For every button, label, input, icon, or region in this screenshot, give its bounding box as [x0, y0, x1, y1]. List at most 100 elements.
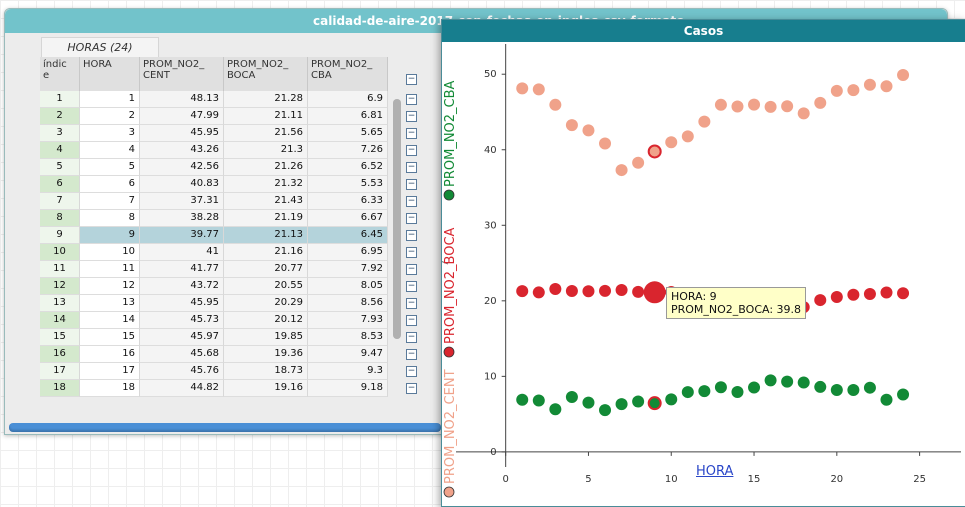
cell-prom-no2-boca[interactable]: 21.19: [224, 210, 308, 227]
point-prom-no2-cba[interactable]: [516, 393, 529, 406]
cell-prom-no2-boca[interactable]: 20.55: [224, 278, 308, 295]
cell-prom-no2-cent[interactable]: 43.72: [140, 278, 224, 295]
point-prom-no2-cba[interactable]: [797, 376, 810, 389]
point-prom-no2-cba[interactable]: [847, 383, 860, 396]
row-collapse-icon[interactable]: −: [406, 383, 417, 394]
cell-hora[interactable]: 7: [80, 193, 140, 210]
row-collapse-icon[interactable]: −: [406, 162, 417, 173]
row-collapse-icon[interactable]: −: [406, 247, 417, 258]
cell-index[interactable]: 2: [40, 108, 80, 125]
point-prom-no2-cba[interactable]: [814, 380, 827, 393]
cell-hora[interactable]: 4: [80, 142, 140, 159]
point-prom-no2-boca[interactable]: [549, 283, 562, 296]
row-collapse-icon[interactable]: −: [406, 94, 417, 105]
cell-hora[interactable]: 11: [80, 261, 140, 278]
collection-tab[interactable]: HORAS (24): [41, 37, 159, 58]
cell-prom-no2-boca[interactable]: 21.13: [224, 227, 308, 244]
point-prom-no2-cba[interactable]: [665, 393, 678, 406]
cell-prom-no2-cent[interactable]: 45.68: [140, 346, 224, 363]
cell-index[interactable]: 5: [40, 159, 80, 176]
point-prom-no2-cba[interactable]: [748, 381, 761, 394]
table-row[interactable]: 5 5 42.56 21.26 6.52: [40, 159, 388, 176]
row-collapse-icon[interactable]: −: [406, 230, 417, 241]
cell-prom-no2-cent[interactable]: 48.13: [140, 91, 224, 108]
cell-prom-no2-cba[interactable]: 6.95: [308, 244, 388, 261]
point-prom-no2-boca[interactable]: [565, 285, 578, 298]
table-row[interactable]: 1 1 48.13 21.28 6.9: [40, 91, 388, 108]
cell-prom-no2-cba[interactable]: 6.52: [308, 159, 388, 176]
cell-index[interactable]: 9: [40, 227, 80, 244]
point-prom-no2-cent[interactable]: [615, 164, 628, 177]
point-prom-no2-cent[interactable]: [814, 96, 827, 109]
cell-prom-no2-cba[interactable]: 7.92: [308, 261, 388, 278]
cell-hora[interactable]: 8: [80, 210, 140, 227]
cell-prom-no2-cent[interactable]: 45.76: [140, 363, 224, 380]
point-prom-no2-cent[interactable]: [830, 84, 843, 97]
cell-prom-no2-cent[interactable]: 45.97: [140, 329, 224, 346]
point-prom-no2-boca[interactable]: [863, 288, 876, 301]
cell-prom-no2-boca[interactable]: 21.32: [224, 176, 308, 193]
cell-prom-no2-boca[interactable]: 21.28: [224, 91, 308, 108]
table-row[interactable]: 6 6 40.83 21.32 5.53: [40, 176, 388, 193]
cell-prom-no2-cba[interactable]: 8.53: [308, 329, 388, 346]
table-row[interactable]: 8 8 38.28 21.19 6.67: [40, 210, 388, 227]
cell-prom-no2-boca[interactable]: 19.36: [224, 346, 308, 363]
point-prom-no2-cent[interactable]: [549, 98, 562, 111]
cell-hora[interactable]: 5: [80, 159, 140, 176]
point-prom-no2-cent[interactable]: [698, 115, 711, 128]
cell-index[interactable]: 6: [40, 176, 80, 193]
row-collapse-icon[interactable]: −: [406, 315, 417, 326]
point-prom-no2-boca[interactable]: [643, 281, 666, 304]
row-collapse-icon[interactable]: −: [406, 264, 417, 275]
cell-prom-no2-cent[interactable]: 41: [140, 244, 224, 261]
cell-prom-no2-boca[interactable]: 20.29: [224, 295, 308, 312]
point-prom-no2-cba[interactable]: [698, 385, 711, 398]
point-prom-no2-cba[interactable]: [714, 381, 727, 394]
point-prom-no2-cent[interactable]: [797, 107, 810, 120]
cell-hora[interactable]: 17: [80, 363, 140, 380]
cell-hora[interactable]: 15: [80, 329, 140, 346]
scatter-plot[interactable]: 0 10 20 30 40 50 0 5 10 15 20 25 PROM_NO2_CENT PROM_N…: [442, 42, 965, 506]
cell-prom-no2-boca[interactable]: 21.3: [224, 142, 308, 159]
cell-prom-no2-cba[interactable]: 7.93: [308, 312, 388, 329]
point-prom-no2-cba[interactable]: [615, 398, 628, 411]
table-row[interactable]: 9 9 39.77 21.13 6.45: [40, 227, 388, 244]
table-row[interactable]: 11 11 41.77 20.77 7.92: [40, 261, 388, 278]
cell-prom-no2-cent[interactable]: 42.56: [140, 159, 224, 176]
point-prom-no2-cent[interactable]: [582, 124, 595, 137]
point-prom-no2-boca[interactable]: [897, 287, 910, 300]
graph-window-title[interactable]: Casos: [442, 20, 965, 42]
cell-prom-no2-boca[interactable]: 18.73: [224, 363, 308, 380]
row-collapse-icon[interactable]: −: [406, 179, 417, 190]
vertical-scrollbar-thumb[interactable]: [393, 99, 401, 339]
cell-prom-no2-cba[interactable]: 9.47: [308, 346, 388, 363]
point-prom-no2-boca[interactable]: [632, 285, 645, 298]
row-collapse-icon[interactable]: −: [406, 366, 417, 377]
table-row[interactable]: 7 7 37.31 21.43 6.33: [40, 193, 388, 210]
cell-prom-no2-boca[interactable]: 21.26: [224, 159, 308, 176]
cell-hora[interactable]: 3: [80, 125, 140, 142]
point-prom-no2-cent[interactable]: [781, 100, 794, 113]
column-header-prom-no2-boca[interactable]: PROM_NO2_ BOCA: [224, 57, 308, 91]
cell-index[interactable]: 15: [40, 329, 80, 346]
cell-prom-no2-cent[interactable]: 47.99: [140, 108, 224, 125]
point-prom-no2-cent[interactable]: [665, 136, 678, 149]
cell-prom-no2-cba[interactable]: 6.67: [308, 210, 388, 227]
point-prom-no2-cba[interactable]: [582, 396, 595, 409]
cell-prom-no2-cba[interactable]: 9.3: [308, 363, 388, 380]
cell-prom-no2-cent[interactable]: 40.83: [140, 176, 224, 193]
cell-hora[interactable]: 16: [80, 346, 140, 363]
row-collapse-icon[interactable]: −: [406, 213, 417, 224]
cell-prom-no2-boca[interactable]: 20.77: [224, 261, 308, 278]
point-prom-no2-cba[interactable]: [863, 381, 876, 394]
point-prom-no2-cba[interactable]: [632, 395, 645, 408]
cell-prom-no2-cent[interactable]: 43.26: [140, 142, 224, 159]
point-prom-no2-cent[interactable]: [863, 78, 876, 91]
point-prom-no2-cent[interactable]: [565, 119, 578, 132]
row-collapse-icon[interactable]: −: [406, 111, 417, 122]
point-prom-no2-boca[interactable]: [582, 285, 595, 298]
table-row[interactable]: 4 4 43.26 21.3 7.26: [40, 142, 388, 159]
point-prom-no2-cent[interactable]: [647, 144, 662, 159]
cell-index[interactable]: 10: [40, 244, 80, 261]
cell-prom-no2-cent[interactable]: 37.31: [140, 193, 224, 210]
